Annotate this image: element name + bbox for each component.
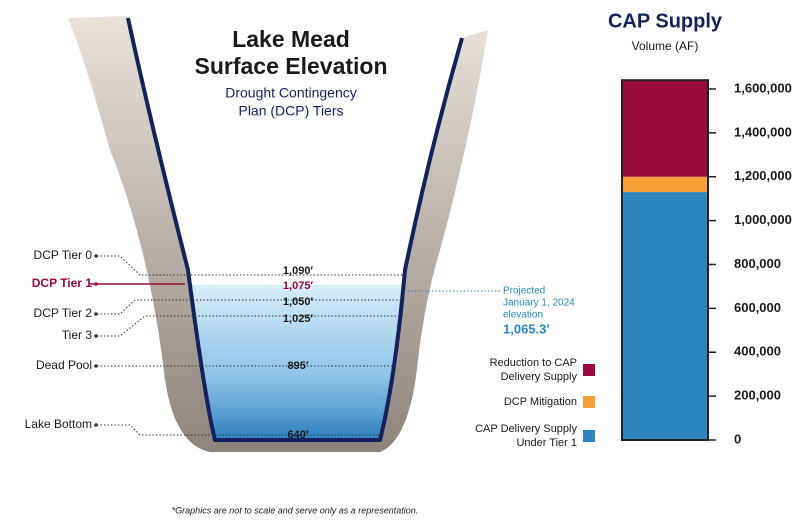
tier-label: Lake Bottom xyxy=(25,417,92,431)
leader xyxy=(97,256,405,275)
footnote: *Graphics are not to scale and serve onl… xyxy=(172,505,419,515)
tier-label: Tier 3 xyxy=(62,328,93,342)
y-tick-label: 800,000 xyxy=(734,256,781,271)
legend-swatch xyxy=(583,364,595,376)
legend-label: DCP Mitigation xyxy=(504,396,577,408)
bar-segment xyxy=(622,192,708,440)
level-label: 640′ xyxy=(288,429,309,441)
level-label: 1,050′ xyxy=(283,296,314,308)
tier-label: Dead Pool xyxy=(36,358,92,372)
y-tick-label: 400,000 xyxy=(734,344,781,359)
level-label: 1,075′ xyxy=(283,280,314,292)
y-tick-label: 1,000,000 xyxy=(734,212,792,227)
y-tick-label: 1,400,000 xyxy=(734,124,792,139)
tier-dot xyxy=(94,423,98,427)
level-label: 1,025′ xyxy=(283,313,314,325)
chart-title: CAP Supply xyxy=(608,10,723,32)
title: Surface Elevation xyxy=(194,53,387,79)
tier-label: DCP Tier 2 xyxy=(34,306,93,320)
projected: January 1, 2024 xyxy=(503,298,575,309)
tier-label: DCP Tier 1 xyxy=(32,276,93,290)
tier-dot xyxy=(94,364,98,368)
bar-segment xyxy=(622,80,708,177)
y-tick-label: 0 xyxy=(734,431,741,446)
y-tick-label: 1,600,000 xyxy=(734,80,792,95)
infographic: Lake Mead Surface Elevation Drought Cont… xyxy=(0,0,799,521)
tier-dot xyxy=(94,254,98,258)
projected: Projected xyxy=(503,286,545,297)
bar-segment xyxy=(622,177,708,192)
tier-label: DCP Tier 0 xyxy=(34,248,93,262)
subtitle: Plan (DCP) Tiers xyxy=(238,103,343,119)
tier-dot xyxy=(94,312,98,316)
tier-dot xyxy=(94,282,98,286)
projected-value: 1,065.3′ xyxy=(503,321,550,336)
subtitle: Drought Contingency xyxy=(225,85,357,101)
level-label: 1,090′ xyxy=(283,265,314,277)
y-tick-label: 1,200,000 xyxy=(734,168,792,183)
projected: elevation xyxy=(503,310,543,321)
tier-dot xyxy=(94,334,98,338)
legend-swatch xyxy=(583,396,595,408)
legend-swatch xyxy=(583,430,595,442)
y-tick-label: 200,000 xyxy=(734,388,781,403)
y-tick-label: 600,000 xyxy=(734,300,781,315)
title: Lake Mead xyxy=(232,26,350,52)
level-label: 895′ xyxy=(288,360,309,372)
chart-subtitle: Volume (AF) xyxy=(632,39,699,53)
